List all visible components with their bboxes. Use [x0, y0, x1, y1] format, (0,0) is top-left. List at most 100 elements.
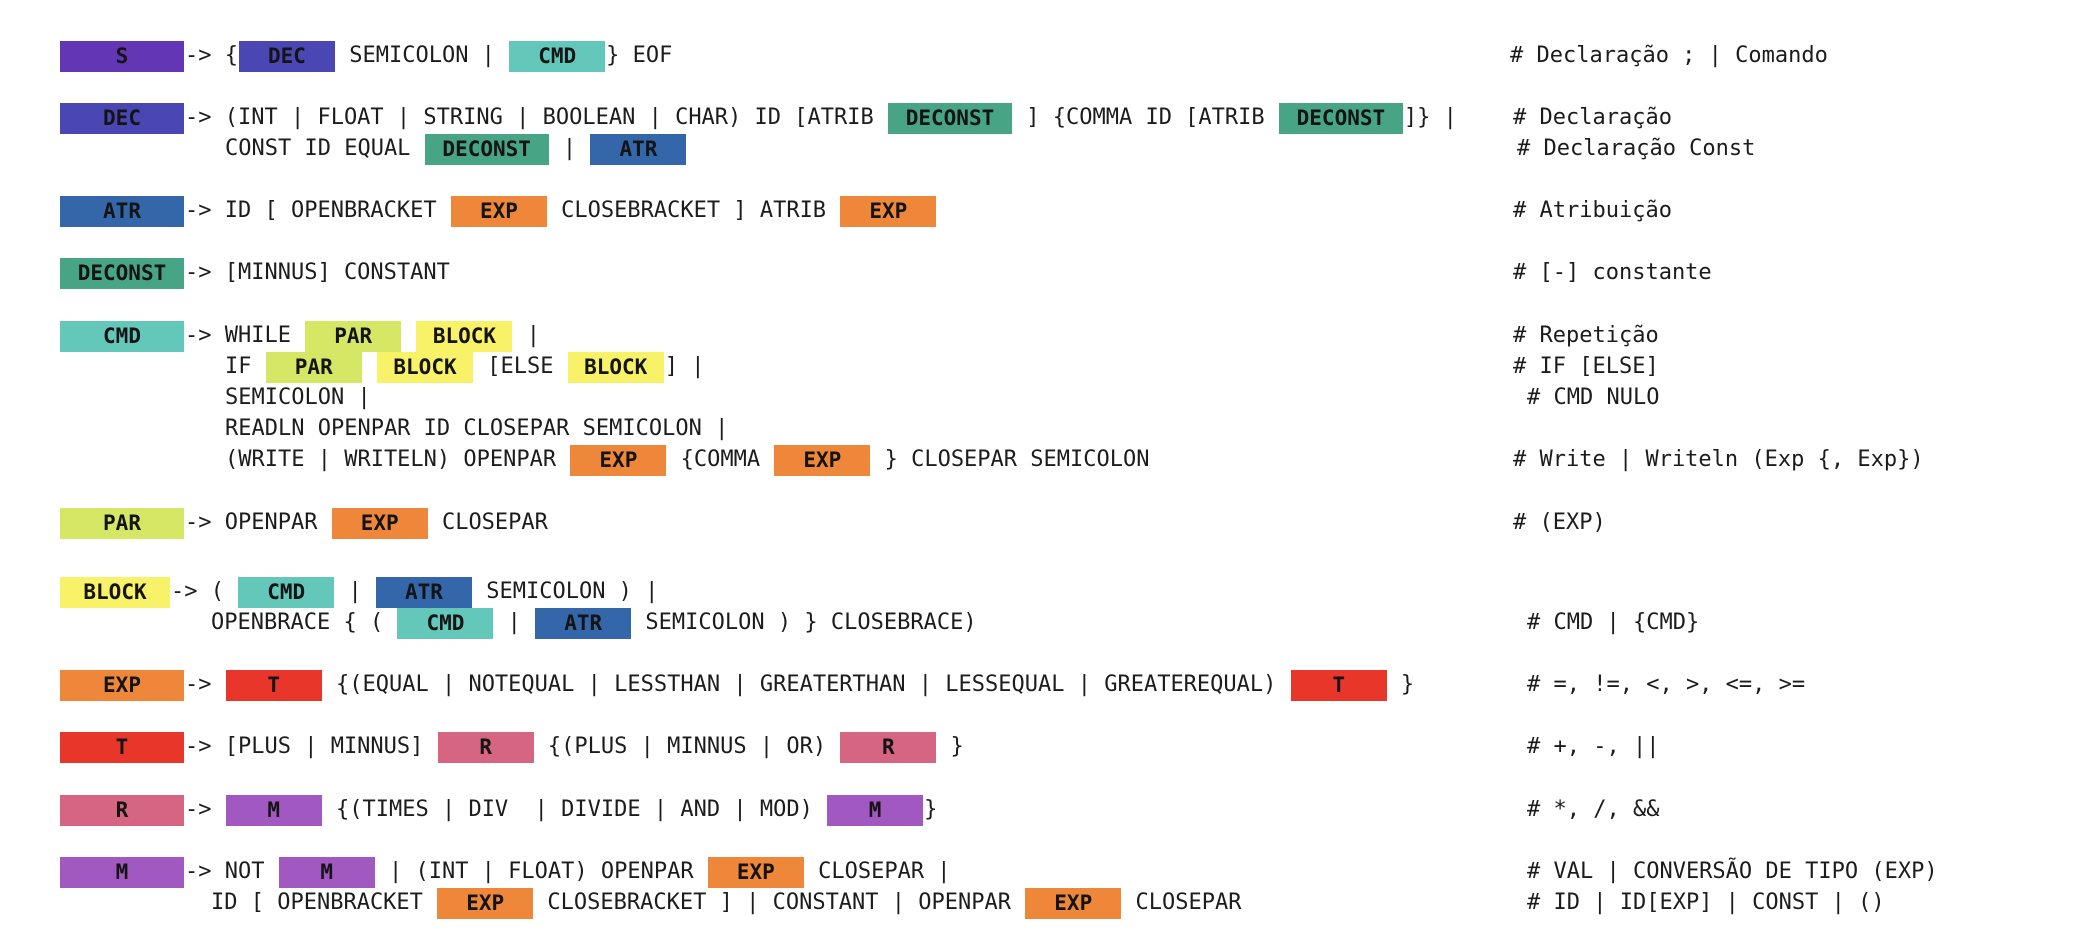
nonterminal-tag-exp: EXP	[774, 444, 871, 476]
rule-comment: # VAL | CONVERSÃO DE TIPO (EXP)	[1527, 859, 1938, 884]
grammar-rule-line: EXP -> T {(EQUAL | NOTEQUAL | LESSTHAN | …	[59, 669, 1414, 701]
production-text: }	[937, 734, 964, 759]
grammar-rule-line: IF PAR BLOCK [ELSE BLOCK] |	[225, 351, 704, 383]
nonterminal-tag-t: T	[225, 669, 322, 701]
rule-comment: # (EXP)	[1513, 510, 1606, 535]
grammar-rule-line: DEC -> (INT | FLOAT | STRING | BOOLEAN | …	[59, 102, 1457, 134]
grammar-rule-line: (WRITE | WRITELN) OPENPAR EXP {COMMA EXP…	[225, 444, 1150, 476]
production-text: ->	[185, 797, 225, 822]
nonterminal-tag-block: BLOCK	[377, 351, 473, 383]
grammar-rule-line: READLN OPENPAR ID CLOSEPAR SEMICOLON |	[225, 413, 728, 445]
nonterminal-tag-atr: ATR	[535, 607, 632, 639]
production-text: [ELSE	[474, 354, 567, 379]
rule-comment: # IF [ELSE]	[1513, 354, 1659, 379]
production-text	[402, 320, 415, 352]
nonterminal-tag-exp: EXP	[60, 669, 184, 701]
nonterminal-tag-r: R	[840, 731, 937, 763]
production-text: } CLOSEPAR SEMICOLON	[871, 447, 1150, 472]
production-text: ->	[185, 672, 225, 697]
production-text: SEMICOLON ) |	[472, 579, 659, 604]
nonterminal-tag-par: PAR	[305, 320, 402, 352]
nonterminal-tag-atr: ATR	[375, 576, 472, 608]
production-text: -> (INT | FLOAT | STRING | BOOLEAN | CHA…	[185, 105, 887, 130]
rule-comment: # *, /, &&	[1527, 797, 1660, 822]
nonterminal-tag-block: BLOCK	[60, 576, 170, 608]
production-text: -> [MINNUS] CONSTANT	[185, 260, 450, 285]
grammar-rule-line: ATR -> ID [ OPENBRACKET EXP CLOSEBRACKET …	[59, 195, 937, 227]
production-text: -> (	[171, 579, 238, 604]
production-text: {(PLUS | MINNUS | OR)	[534, 734, 840, 759]
nonterminal-tag-cmd: CMD	[60, 320, 184, 352]
nonterminal-tag-exp: EXP	[840, 195, 937, 227]
nonterminal-tag-exp: EXP	[437, 887, 534, 919]
production-text: CLOSEBRACKET ] | CONSTANT | OPENPAR	[534, 890, 1025, 915]
nonterminal-tag-exp: EXP	[450, 195, 547, 227]
production-text: {(EQUAL | NOTEQUAL | LESSTHAN | GREATERT…	[322, 672, 1290, 697]
production-text: IF	[225, 354, 265, 379]
nonterminal-tag-m: M	[827, 794, 924, 826]
nonterminal-tag-m: M	[278, 856, 375, 888]
nonterminal-tag-s: S	[60, 40, 184, 72]
nonterminal-tag-par: PAR	[265, 351, 362, 383]
grammar-rule-line: PAR -> OPENPAR EXP CLOSEPAR	[59, 507, 548, 539]
nonterminal-tag-atr: ATR	[590, 133, 687, 165]
nonterminal-tag-deconst: DECONST	[424, 133, 549, 165]
nonterminal-tag-deconst: DECONST	[888, 102, 1012, 134]
rule-comment: # +, -, ||	[1527, 734, 1660, 759]
production-text: ]} |	[1403, 105, 1457, 130]
production-text: CLOSEPAR |	[804, 859, 951, 884]
nonterminal-tag-t: T	[1290, 669, 1387, 701]
grammar-rule-line: M -> NOT M | (INT | FLOAT) OPENPAR EXP CL…	[59, 856, 951, 888]
nonterminal-tag-exp: EXP	[331, 507, 428, 539]
production-text: }	[1387, 672, 1415, 697]
nonterminal-tag-dec: DEC	[238, 40, 335, 72]
rule-comment: # =, !=, <, >, <=, >=	[1527, 672, 1806, 697]
rule-comment: # Declaração ; | Comando	[1510, 43, 1828, 68]
production-text: -> WHILE	[185, 323, 305, 348]
production-text: -> [PLUS | MINNUS]	[185, 734, 437, 759]
grammar-rule-line: CMD -> WHILE PAR BLOCK |	[59, 320, 540, 352]
nonterminal-tag-block: BLOCK	[567, 351, 664, 383]
production-text: -> {	[185, 43, 238, 68]
rule-comment: # CMD NULO	[1527, 385, 1660, 410]
nonterminal-tag-t: T	[60, 731, 184, 763]
production-text: {(TIMES | DIV | DIVIDE | AND | MOD)	[322, 797, 827, 822]
rule-comment: # Declaração	[1513, 105, 1672, 130]
production-text: ID [ OPENBRACKET	[211, 890, 437, 915]
production-text: -> NOT	[185, 859, 278, 884]
grammar-rule-line: CONST ID EQUAL DECONST | ATR	[225, 133, 687, 165]
nonterminal-tag-cmd: CMD	[509, 40, 606, 72]
nonterminal-tag-cmd: CMD	[397, 607, 494, 639]
rule-comment: # ID | ID[EXP] | CONST | ()	[1527, 890, 1885, 915]
production-text: CLOSEPAR	[1122, 890, 1242, 915]
nonterminal-tag-m: M	[225, 794, 322, 826]
production-text	[363, 351, 376, 383]
production-text: SEMICOLON ) } CLOSEBRACE)	[632, 610, 977, 635]
nonterminal-tag-dec: DEC	[60, 102, 184, 134]
rule-comment: # Declaração Const	[1517, 136, 1756, 161]
nonterminal-tag-m: M	[60, 856, 184, 888]
nonterminal-tag-atr: ATR	[60, 195, 184, 227]
rule-comment: # Write | Writeln (Exp {, Exp})	[1513, 447, 1924, 472]
production-text: | (INT | FLOAT) OPENPAR	[375, 859, 707, 884]
grammar-rule-line: S -> {DEC SEMICOLON | CMD} EOF	[59, 40, 672, 72]
nonterminal-tag-exp: EXP	[570, 444, 667, 476]
nonterminal-tag-par: PAR	[60, 507, 184, 539]
grammar-rule-line: BLOCK -> ( CMD | ATR SEMICOLON ) |	[59, 576, 658, 608]
nonterminal-tag-r: R	[437, 731, 534, 763]
nonterminal-tag-block: BLOCK	[416, 320, 513, 352]
production-text: ] |	[664, 354, 705, 379]
production-text: } EOF	[606, 43, 673, 68]
grammar-rule-line: DECONST -> [MINNUS] CONSTANT	[59, 257, 450, 289]
production-text: |	[494, 610, 535, 635]
nonterminal-tag-deconst: DECONST	[1278, 102, 1403, 134]
production-text: SEMICOLON |	[225, 385, 371, 410]
grammar-rule-line: R -> M {(TIMES | DIV | DIVIDE | AND | MOD…	[59, 794, 937, 826]
production-text: {COMMA	[667, 447, 774, 472]
rule-comment: # CMD | {CMD}	[1527, 610, 1700, 635]
production-text: (WRITE | WRITELN) OPENPAR	[225, 447, 570, 472]
grammar-rule-line: OPENBRACE { ( CMD | ATR SEMICOLON ) } CL…	[211, 607, 977, 639]
nonterminal-tag-r: R	[60, 794, 184, 826]
grammar-rule-line: T -> [PLUS | MINNUS] R {(PLUS | MINNUS | …	[59, 731, 964, 763]
nonterminal-tag-cmd: CMD	[238, 576, 335, 608]
